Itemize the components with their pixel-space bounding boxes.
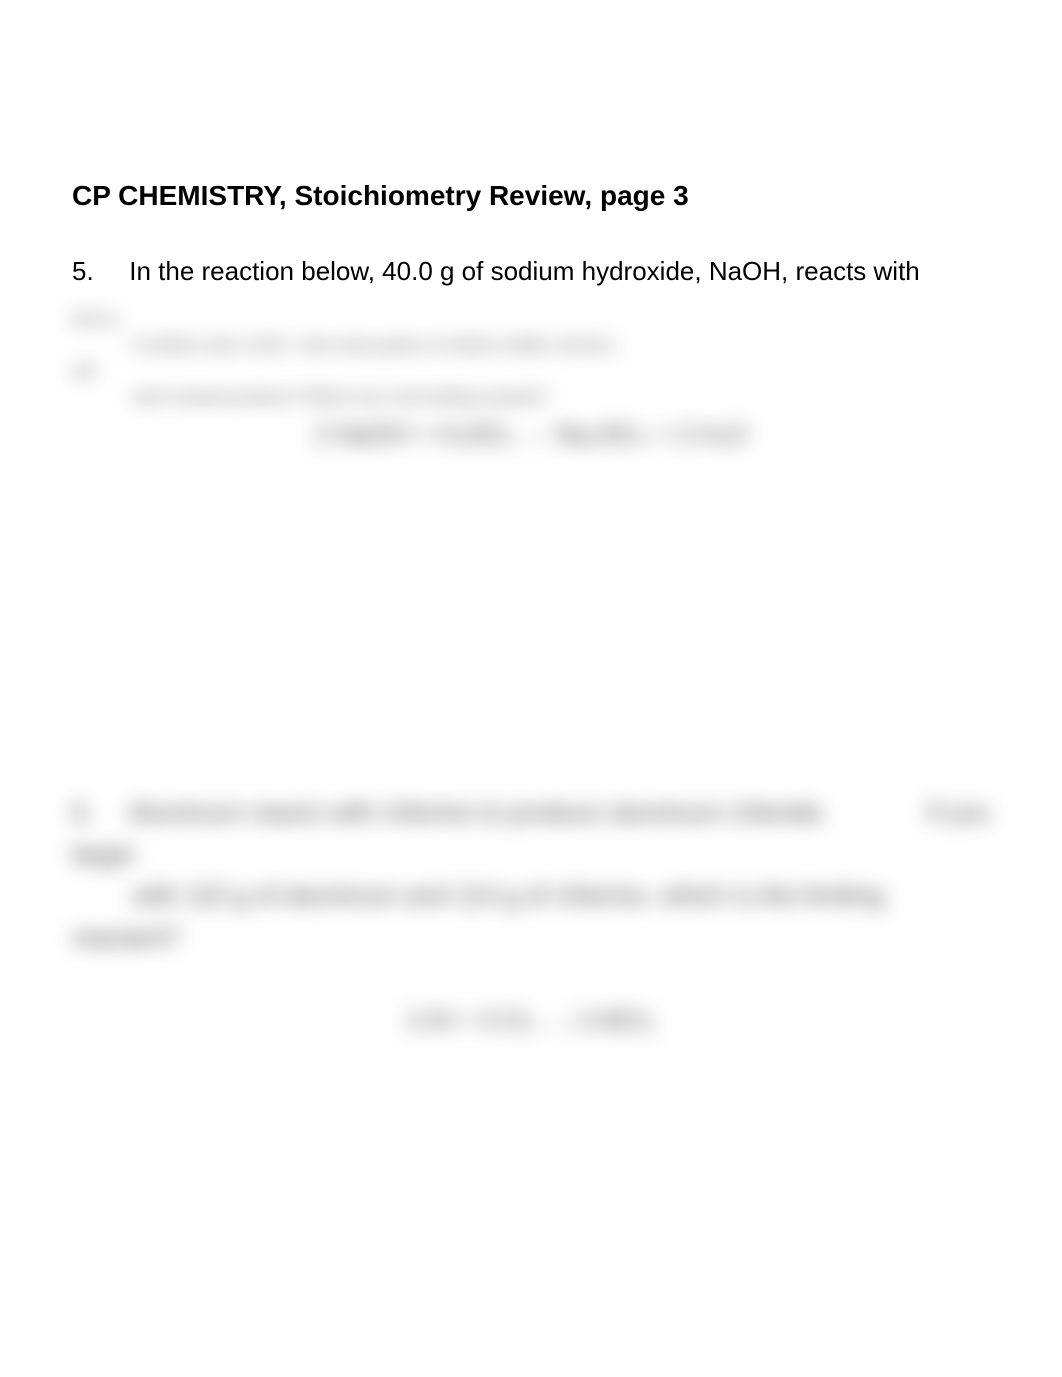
problem-5-equation: 2 NaOH + H₂SO₄ → Na₂SO₄ + 2 H₂O (72, 419, 990, 450)
problem-5-blurred-body: 60.0 g of sulfuric acid, H₂SO₄. How many… (72, 311, 990, 450)
problem-6-right1: If you (926, 792, 990, 834)
problem-5-cont2-left: will (72, 363, 990, 381)
problem-6-line2: with 115 g of aluminum and 114 g of chlo… (72, 875, 990, 917)
document-page: CP CHEMISTRY, Stoichiometry Review, page… (0, 0, 1062, 1377)
problem-6: 6. Aluminum reacts with chlorine to prod… (72, 792, 990, 1042)
problem-6-cont-left: begin (72, 834, 990, 876)
problem-5-line2: of sulfuric acid, H₂SO₄. How many grams … (72, 337, 990, 355)
page-title: CP CHEMISTRY, Stoichiometry Review, page… (72, 180, 990, 212)
problem-5-line1: In the reaction below, 40.0 g of sodium … (129, 256, 920, 286)
problem-6-number: 6. (72, 792, 122, 834)
problem-6-line3-left: reactant? (72, 917, 990, 959)
problem-5: 5. In the reaction below, 40.0 g of sodi… (72, 252, 990, 291)
problem-6-line1: Aluminum reacts with chlorine to produce… (128, 797, 829, 827)
problem-6-equation: 2 Al + 3 Cl₂ → 2 AlCl₃ (72, 1000, 990, 1042)
problem-5-cont1-left: 60.0 g (72, 311, 990, 329)
problem-5-line3: each reactant produce? Which one is the … (72, 389, 990, 407)
problem-5-number: 5. (72, 252, 122, 291)
workspace-gap-1 (72, 462, 990, 792)
problem-6-row1: 6. Aluminum reacts with chlorine to prod… (72, 792, 990, 834)
gap-med (72, 958, 990, 988)
